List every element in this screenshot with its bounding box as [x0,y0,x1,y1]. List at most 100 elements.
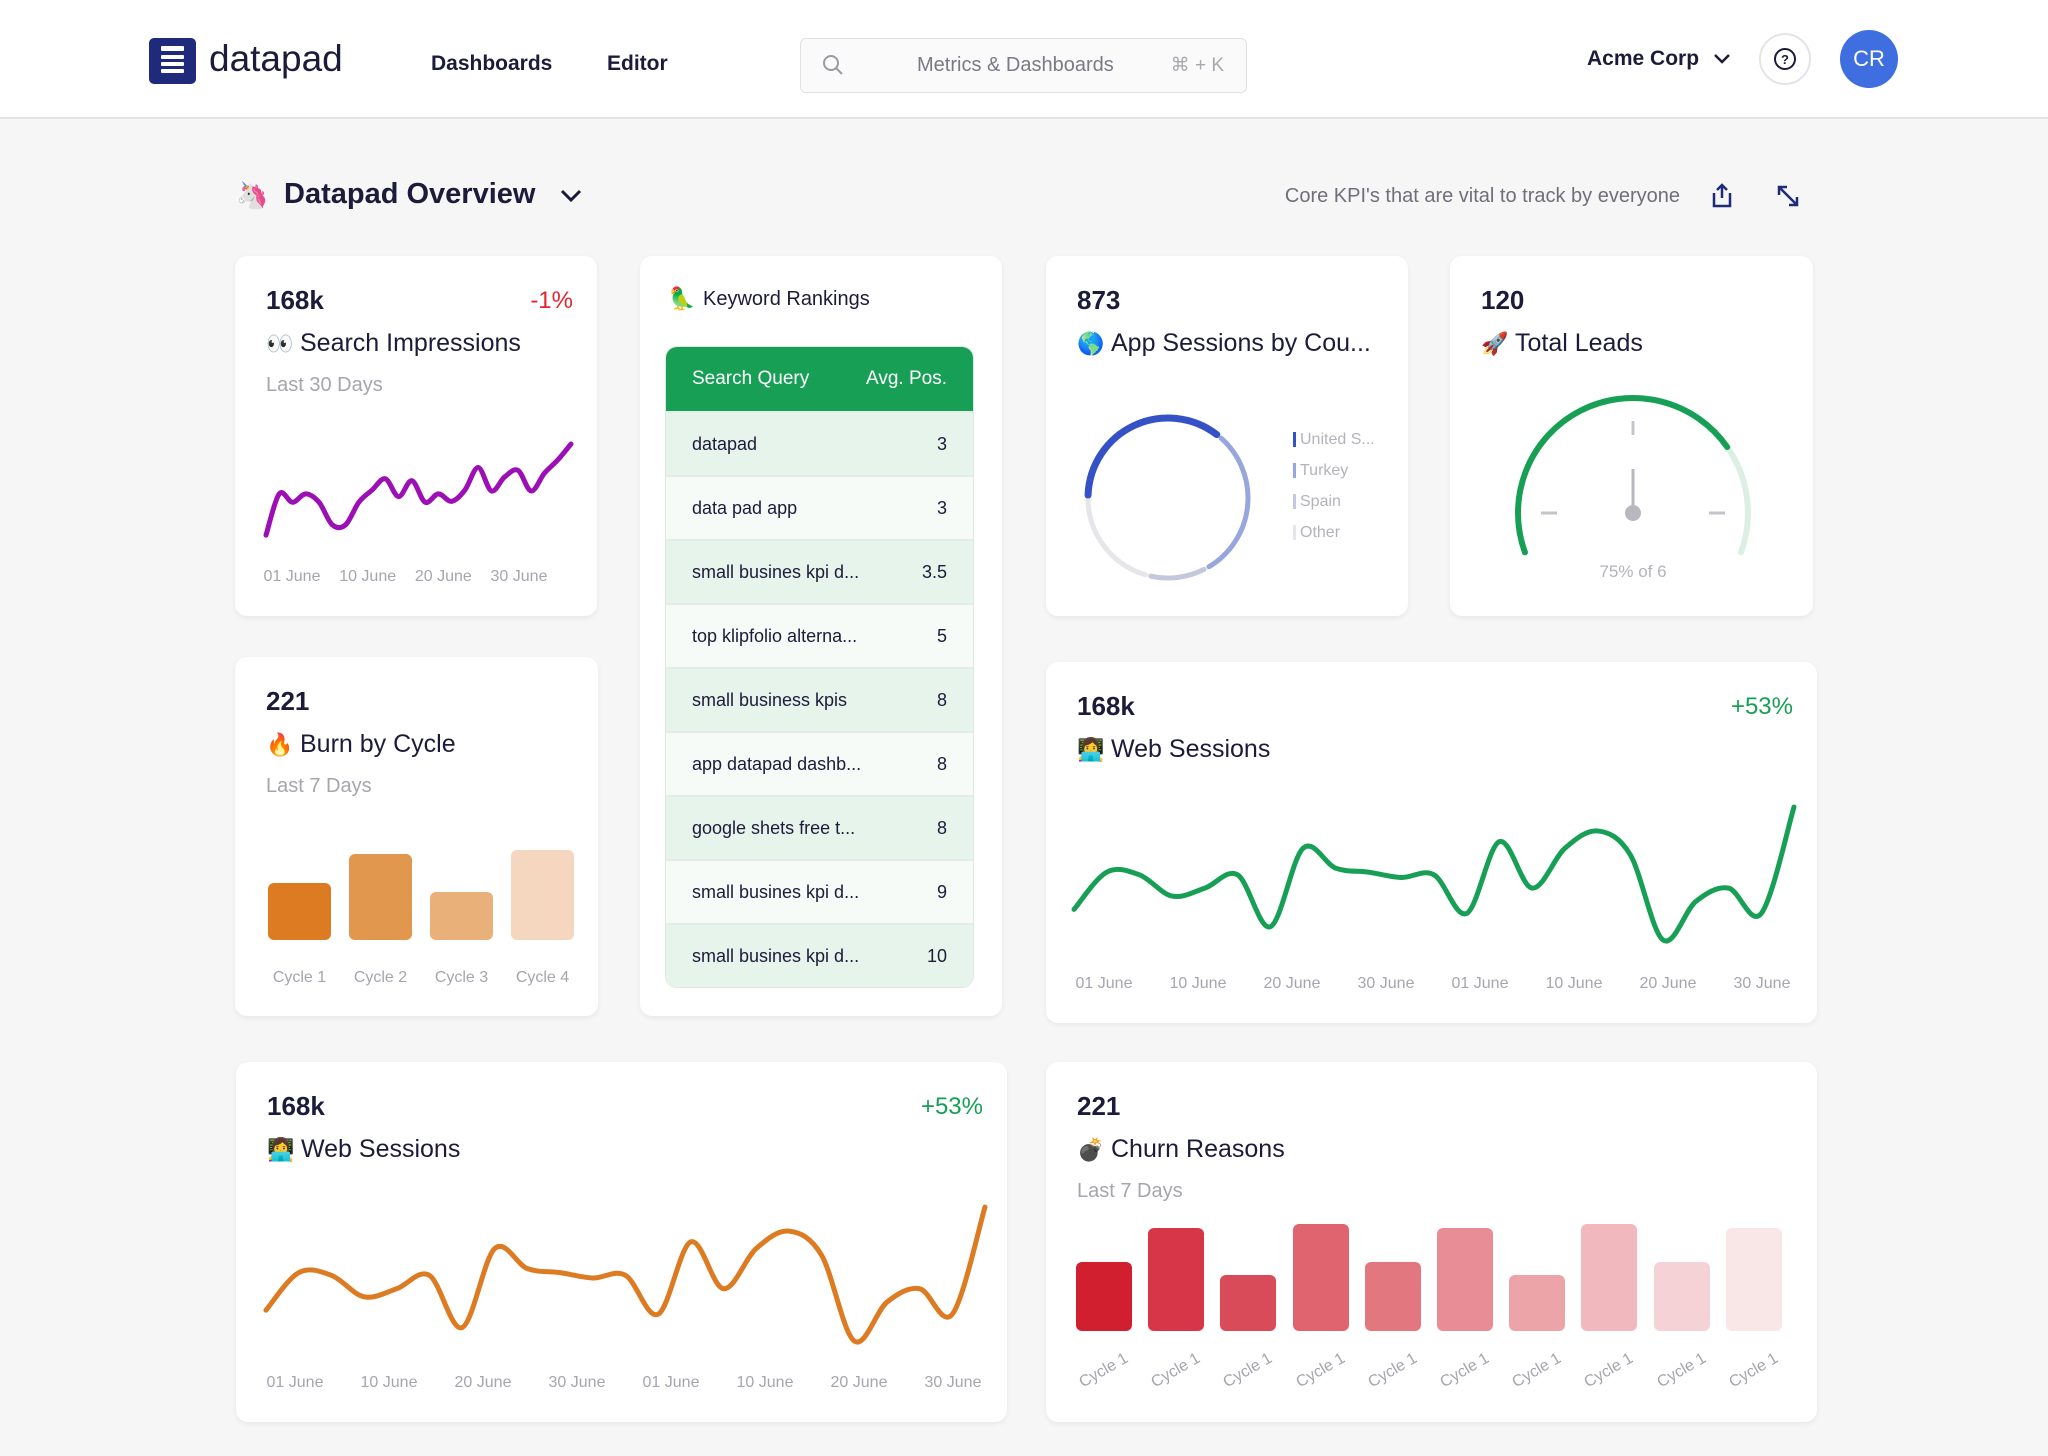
line-chart [1071,804,1797,944]
x-tick-label: 01 June [263,568,321,585]
x-tick-label: Cycle 1 [1148,1349,1204,1392]
series-line [263,1204,988,1345]
search-impressions-card[interactable]: 168k -1% 👀 Search Impressions Last 30 Day… [235,256,597,616]
line-chart [263,441,574,538]
card-period: Last 7 Days [1077,1180,1183,1202]
x-tick-label: Cycle 1 [272,969,327,986]
globe-icon: 🌎 [1077,331,1105,356]
bar[interactable] [1581,1224,1638,1331]
donut-slice[interactable] [1085,498,1148,578]
web-sessions-card-2[interactable]: 168k +53% 👩‍💻 Web Sessions 01 June 10 June… [236,1062,1007,1422]
help-button[interactable]: ? [1759,33,1811,85]
eyes-icon: 👀 [266,331,294,356]
card-title: 🔥 Burn by Cycle [266,730,456,759]
x-tick-label: 01 June [1451,975,1509,992]
bar[interactable] [268,882,331,940]
donut-slice[interactable] [1148,566,1207,581]
x-tick-label: 10 June [1169,975,1227,992]
card-title-text: Burn by Cycle [300,730,456,758]
x-tick-label: 30 June [924,1374,982,1391]
card-title: 🌎 App Sessions by Cou... [1077,329,1371,358]
x-tick-label: 20 June [830,1374,888,1391]
bar[interactable] [1220,1275,1277,1331]
kpi-delta: -1% [530,287,573,314]
donut-slice[interactable] [1084,414,1221,499]
query-cell: google shets free t... [692,817,856,838]
keyword-table: Search Query Avg. Pos. datapad 3 data pad a… [665,346,974,988]
x-tick-label: 30 June [548,1374,606,1391]
bar[interactable] [511,850,574,940]
donut-chart [1084,414,1251,581]
table-row[interactable]: app datapad dashb... 8 [666,731,973,795]
legend-item: Turkey [1293,463,1348,479]
keyword-rankings-card[interactable]: 🦜 Keyword Rankings Search Query Avg. Pos.… [640,256,1002,1016]
x-tick-label: Cycle 2 [353,969,408,986]
expand-icon[interactable] [1776,184,1800,208]
logo-text[interactable]: datapad [209,38,343,79]
bar[interactable] [430,891,493,940]
position-cell: 10 [926,945,947,966]
chevron-down-icon [560,189,581,203]
position-cell: 8 [936,817,947,838]
column-header-query[interactable]: Search Query [692,368,810,389]
gauge-chart [1515,395,1751,556]
app-sessions-card[interactable]: 873 🌎 App Sessions by Cou... United S... T… [1046,256,1408,616]
table-row[interactable]: small busines kpi d... 3.5 [666,539,973,603]
x-tick-label: 20 June [1639,975,1697,992]
card-title: 🚀 Total Leads [1481,329,1643,358]
card-title-text: Churn Reasons [1111,1135,1285,1163]
bar[interactable] [1509,1275,1566,1331]
chevron-down-icon [1713,54,1730,64]
bar[interactable] [1653,1262,1710,1331]
legend-item: Spain [1293,494,1341,510]
position-cell: 8 [936,689,947,710]
total-leads-card[interactable]: 120 🚀 Total Leads 75% of 6 [1450,256,1813,616]
burn-by-cycle-card[interactable]: 221 🔥 Burn by Cycle Last 7 Days Cycle 1 Cy… [235,657,598,1016]
bar[interactable] [1364,1262,1421,1331]
x-tick-label: 30 June [1733,975,1791,992]
x-tick-label: Cycle 4 [515,969,570,986]
bar[interactable] [1148,1228,1205,1331]
datapad-logo-icon[interactable] [149,38,196,84]
churn-reasons-card[interactable]: 221 💣 Churn Reasons Last 7 Days Cycle 1 Cy… [1046,1062,1817,1422]
share-icon[interactable] [1710,183,1734,209]
x-tick-label: Cycle 1 [1726,1349,1781,1392]
card-title: 👩‍💻 Web Sessions [1077,735,1270,764]
x-tick-label: Cycle 3 [434,969,489,986]
x-tick-label: 20 June [1263,975,1321,992]
x-tick-label: 30 June [1357,975,1415,992]
gauge-fill [1515,395,1731,556]
rocket-icon: 🚀 [1481,331,1509,356]
bar[interactable] [1076,1262,1132,1331]
table-row[interactable]: small business kpis 8 [666,667,973,731]
table-row[interactable]: small busines kpi d... 10 [666,923,973,987]
card-title: 💣 Churn Reasons [1077,1135,1285,1164]
x-tick-label: Cycle 1 [1653,1349,1709,1392]
nav-editor[interactable]: Editor [607,52,668,75]
table-row[interactable]: small busines kpi d... 9 [666,859,973,923]
table-row[interactable]: datapad 3 [666,411,973,475]
column-header-position[interactable]: Avg. Pos. [866,368,947,389]
bar[interactable] [1292,1224,1349,1331]
page-title[interactable]: Datapad Overview [284,178,582,211]
kpi-delta: +53% [1730,693,1793,720]
card-title-text: Web Sessions [301,1135,461,1163]
org-switcher[interactable]: Acme Corp [1587,47,1731,71]
technologist-icon: 👩‍💻 [267,1137,295,1162]
x-tick-label: Cycle 1 [1581,1349,1637,1392]
gauge-label: 75% of 6 [1599,562,1667,581]
nav-dashboards[interactable]: Dashboards [431,52,553,75]
gauge-needle-hub [1625,505,1641,521]
search-icon [823,55,843,75]
bar[interactable] [349,854,412,940]
table-row[interactable]: top klipfolio alterna... 5 [666,603,973,667]
bar[interactable] [1725,1228,1782,1331]
table-row[interactable]: data pad app 3 [666,475,973,539]
bar[interactable] [1437,1228,1493,1331]
avatar[interactable]: CR [1840,30,1898,88]
web-sessions-card[interactable]: 168k +53% 👩‍💻 Web Sessions 01 June 10 June… [1046,662,1817,1023]
table-row[interactable]: google shets free t... 8 [666,795,973,859]
card-title-text: Search Impressions [300,329,521,357]
search-input[interactable]: Metrics & Dashboards ⌘ + K [800,38,1247,93]
donut-slice[interactable] [1206,435,1251,570]
